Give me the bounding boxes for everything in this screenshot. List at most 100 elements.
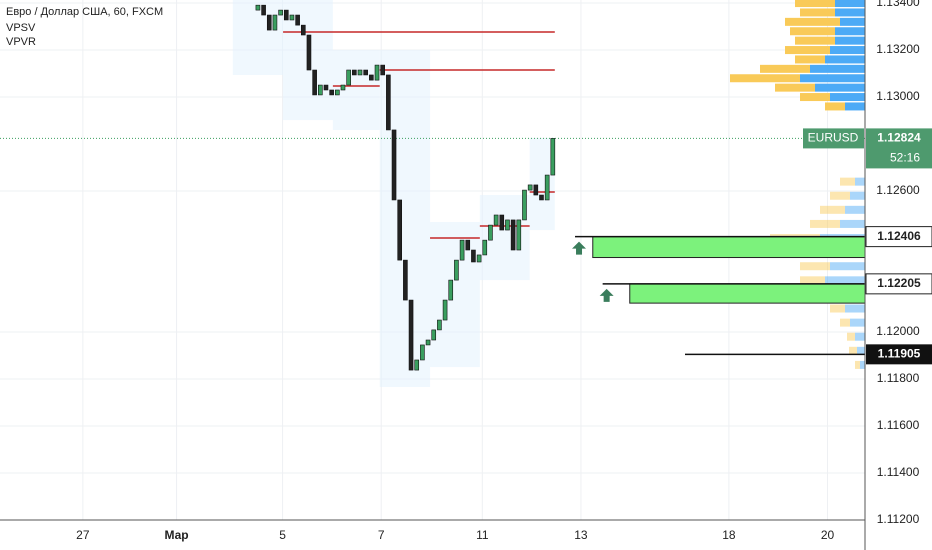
candle-body [431,329,437,341]
profile-sell [795,55,825,64]
profile-sell [840,318,850,327]
y-tick-label: 1.13000 [876,89,920,103]
profile-buy [835,36,865,45]
candle-body [295,14,300,26]
profile-buy [850,191,865,200]
candle-body [369,74,374,81]
profile-buy [855,177,865,186]
profile-sell [730,74,800,83]
candle-body [403,259,408,301]
profile-buy [810,64,865,73]
candle-body [420,344,425,361]
profile-buy [825,55,865,64]
profile-buy [830,46,865,55]
profile-buy [835,0,865,8]
y-tick-label: 1.12600 [876,183,920,197]
candle-body [516,219,522,251]
candle-body [454,259,459,281]
profile-sell [830,304,845,313]
profile-buy [840,219,865,228]
profile-sell [785,17,840,26]
candle-body [522,189,527,221]
zone-label-bg [865,273,932,295]
x-tick-label: Мар [164,528,188,542]
session-box [332,50,380,130]
candle-body [510,219,516,251]
candle-body [312,69,317,96]
candle-body [357,69,363,76]
profile-sell [795,0,835,8]
profile-sell [855,360,860,369]
indicator-label: VPSV [6,22,36,34]
x-tick-label: 13 [574,528,588,542]
candle-body [408,299,414,371]
countdown: 52:16 [890,151,920,165]
candle-body [488,224,493,241]
zone [592,236,866,259]
session-box [430,222,480,368]
profile-sell [830,191,850,200]
candle-body [482,239,488,256]
profile-buy [835,8,865,17]
profile-buy [855,332,865,341]
candle-body [499,214,505,231]
candle-body [505,219,510,231]
candle-body [261,4,266,16]
profile-sell [775,83,815,92]
profile-sell [800,262,830,271]
x-tick-label: 20 [821,528,835,542]
y-tick-label: 1.11400 [877,465,920,479]
x-tick-label: 11 [476,528,489,542]
symbol-label: EURUSD [808,131,859,145]
price-label: 1.12824 [877,131,921,145]
profile-buy [857,346,865,355]
zone-label: 1.12205 [877,276,921,290]
candle-body [550,138,556,176]
candle-body [255,4,261,11]
profile-buy [860,360,865,369]
candle-body [300,24,306,36]
profile-buy [845,102,865,111]
profile-buy [825,276,865,285]
profile-sell [800,276,825,285]
candle-body [476,254,482,263]
arrow-up [572,241,587,255]
profile-buy [845,304,865,313]
profile-sell [825,102,845,111]
candle-body [374,64,380,81]
zone-label: 1.12406 [877,229,921,243]
candle-body [272,14,278,31]
session-box [232,0,284,75]
profile-buy [840,17,865,26]
chart-title: Евро / Доллар США, 60, FXCM [6,6,163,18]
candle-body [448,279,454,301]
candle-body [289,14,295,21]
profile-buy [815,83,865,92]
y-tick-label: 1.11800 [877,371,920,385]
candle-body [465,239,471,251]
profile-sell [849,346,857,355]
y-tick-label: 1.13200 [876,42,920,56]
candle-body [533,184,539,196]
candle-body [391,129,397,201]
session-box [479,195,530,281]
candle-body [266,14,272,31]
x-tick-label: 18 [722,528,736,542]
candle-body [544,174,550,201]
candle-body [363,69,368,76]
zone [629,283,866,304]
indicator-label: VPVR [6,36,36,48]
candle-body [346,69,351,86]
candle-body [397,199,403,261]
candle-body [493,214,499,226]
profile-buy [830,262,865,271]
candle-body [323,84,329,91]
profile-sell [810,219,840,228]
candle-body [425,339,431,346]
candle-body [335,89,340,96]
y-tick-label: 1.11200 [877,512,920,526]
profile-sell [840,177,855,186]
profile-sell [800,93,830,102]
profile-buy [850,318,865,327]
candle-body [471,249,476,263]
